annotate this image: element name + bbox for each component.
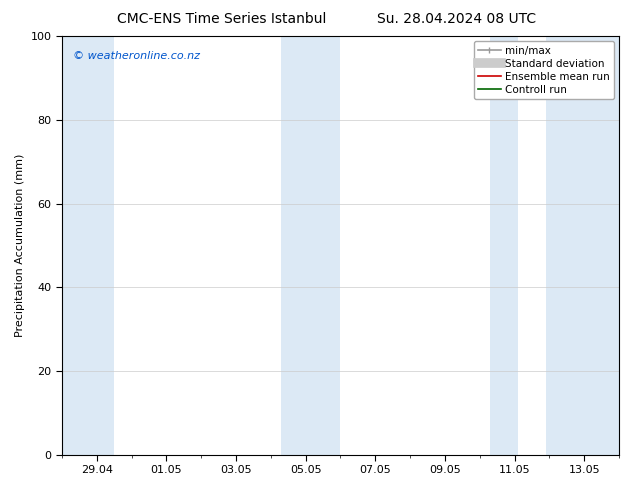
Text: © weatheronline.co.nz: © weatheronline.co.nz (73, 51, 200, 61)
Text: CMC-ENS Time Series Istanbul: CMC-ENS Time Series Istanbul (117, 12, 327, 26)
Legend: min/max, Standard deviation, Ensemble mean run, Controll run: min/max, Standard deviation, Ensemble me… (474, 41, 614, 99)
Bar (546, 36, 619, 455)
Text: Su. 28.04.2024 08 UTC: Su. 28.04.2024 08 UTC (377, 12, 536, 26)
Bar (62, 36, 114, 455)
Bar (281, 36, 311, 455)
Y-axis label: Precipitation Accumulation (mm): Precipitation Accumulation (mm) (15, 154, 25, 337)
Bar (311, 36, 340, 455)
Bar (490, 36, 518, 455)
